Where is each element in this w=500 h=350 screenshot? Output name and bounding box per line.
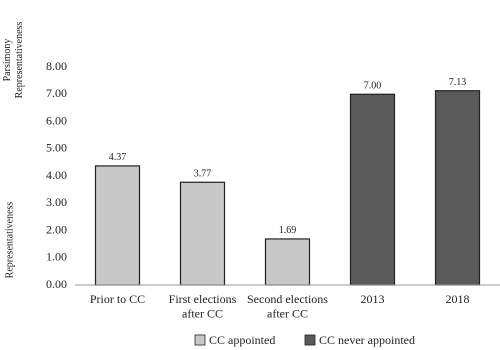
- y-tick-label: 8.00: [46, 59, 67, 73]
- legend-label: CC appointed: [209, 333, 275, 347]
- legend-swatch: [194, 334, 206, 346]
- y-tick-label: 6.00: [46, 113, 67, 127]
- y-axis-label: Representativeness: [4, 202, 15, 279]
- y-tick-label: 4.00: [46, 168, 67, 182]
- y-tick-label: 0.00: [46, 277, 67, 291]
- x-tick-label: 2013: [361, 292, 385, 306]
- y-tick-label: 1.00: [46, 250, 67, 264]
- x-tick-label: First elections after CC: [169, 292, 237, 320]
- y-tick-label: 3.00: [46, 195, 67, 209]
- x-tick-label: Prior to CC: [90, 292, 145, 306]
- y-tick-label: 2.00: [46, 222, 67, 236]
- value-label: 7.00: [364, 81, 382, 92]
- value-label: 1.69: [279, 225, 297, 236]
- bar: [179, 181, 226, 286]
- bar: [264, 238, 311, 286]
- y-axis-label-top: ParsimonyRepresentativeness: [2, 22, 25, 99]
- x-tick-label: Second elections after CC: [247, 292, 328, 320]
- bar: [349, 93, 396, 286]
- y-tick-label: 7.00: [46, 86, 67, 100]
- value-label: 3.77: [194, 169, 212, 180]
- legend-swatch: [304, 334, 316, 346]
- value-label: 7.13: [449, 77, 467, 88]
- bar: [94, 165, 141, 286]
- y-tick-label: 5.00: [46, 141, 67, 155]
- value-label: 4.37: [109, 152, 127, 163]
- legend-label: CC never appointed: [319, 333, 415, 347]
- x-tick-label: 2018: [446, 292, 470, 306]
- bar: [434, 90, 481, 286]
